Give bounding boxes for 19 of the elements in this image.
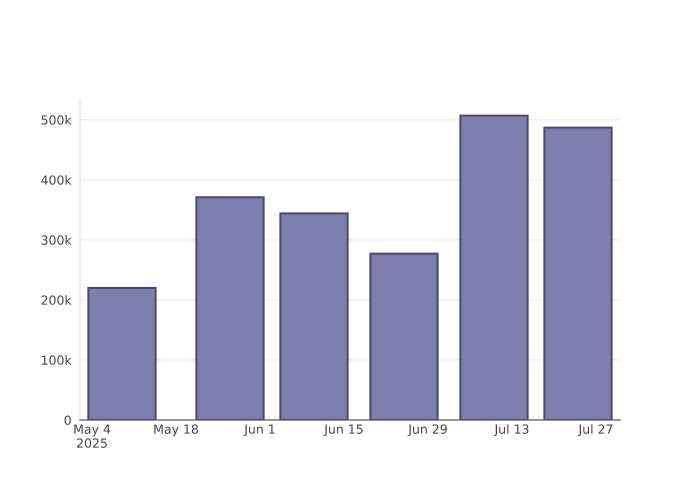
y-tick-label: 100k <box>42 355 72 365</box>
bar <box>87 286 157 420</box>
x-tick-label: Jun 1 <box>244 424 275 436</box>
y-tick-label: 0 <box>64 415 71 425</box>
x-tick-label: Jul 27 <box>578 424 612 436</box>
bar <box>279 212 349 420</box>
x-tick-label: Jul 13 <box>494 424 528 436</box>
bar <box>459 114 529 420</box>
x-tick-label: May 18 <box>154 424 198 436</box>
bar <box>543 126 613 420</box>
x-tick-label: Jun 15 <box>324 424 363 436</box>
bar <box>369 252 439 420</box>
y-tick-label: 500k <box>42 115 72 125</box>
x-tick-label: Jun 29 <box>408 424 447 436</box>
y-tick-label: 300k <box>42 235 72 245</box>
bar <box>195 196 265 420</box>
x-tick-label: May 4 2025 <box>74 424 110 448</box>
y-tick-label: 400k <box>41 175 72 185</box>
y-tick-label: 200k <box>41 295 72 305</box>
